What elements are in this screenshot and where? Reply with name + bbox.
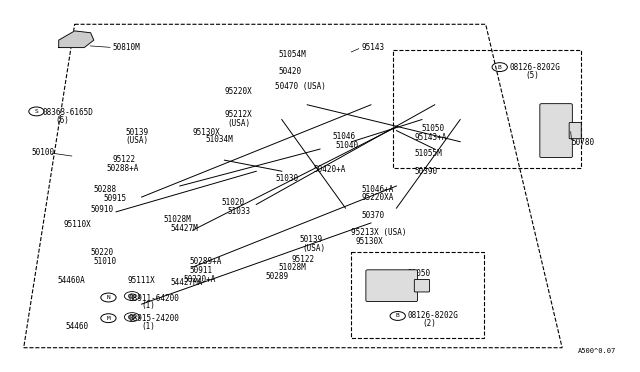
Text: 50100: 50100 <box>32 148 55 157</box>
Text: 51055M: 51055M <box>414 149 442 158</box>
Text: (5): (5) <box>525 71 539 80</box>
Text: S: S <box>35 109 38 114</box>
Text: (USA): (USA) <box>125 137 148 145</box>
Text: (USA): (USA) <box>228 119 251 128</box>
Text: 50288+A: 50288+A <box>106 164 139 173</box>
Text: 51046+A: 51046+A <box>362 185 394 194</box>
Text: 51033: 51033 <box>228 207 251 217</box>
Text: 50911: 50911 <box>189 266 212 275</box>
Text: 08911-64200: 08911-64200 <box>129 294 180 303</box>
Text: 95143+A: 95143+A <box>414 133 447 142</box>
Text: 08363-6165D: 08363-6165D <box>43 108 93 117</box>
Text: 50910: 50910 <box>91 205 114 215</box>
Text: 54427MA: 54427MA <box>170 278 203 287</box>
Text: 50420+A: 50420+A <box>314 165 346 174</box>
Text: 50390: 50390 <box>414 167 437 176</box>
FancyBboxPatch shape <box>540 104 572 158</box>
Text: 08126-8202G: 08126-8202G <box>408 311 459 320</box>
Text: 08915-24200: 08915-24200 <box>129 314 180 323</box>
FancyBboxPatch shape <box>569 122 581 139</box>
Text: 95220XA: 95220XA <box>362 193 394 202</box>
Text: 50288: 50288 <box>94 185 117 194</box>
Polygon shape <box>59 31 94 48</box>
Circle shape <box>128 315 136 319</box>
Text: B: B <box>498 65 502 70</box>
Text: 50139: 50139 <box>300 235 323 244</box>
Text: 51050: 51050 <box>408 269 431 278</box>
Text: M: M <box>107 316 110 321</box>
Text: 51050: 51050 <box>422 124 445 133</box>
Text: (1): (1) <box>141 301 156 311</box>
Text: 50810M: 50810M <box>113 43 141 52</box>
Text: 50780: 50780 <box>572 138 595 147</box>
Text: 51040: 51040 <box>336 141 359 150</box>
Text: 95111X: 95111X <box>127 276 156 285</box>
Text: (1): (1) <box>141 322 156 331</box>
Circle shape <box>128 294 136 298</box>
Text: 50220+A: 50220+A <box>183 275 216 283</box>
Text: (USA): (USA) <box>302 244 325 253</box>
Text: 54427M: 54427M <box>170 224 198 233</box>
Text: 50289: 50289 <box>266 272 289 281</box>
Text: 95122: 95122 <box>113 155 136 164</box>
Text: N: N <box>107 295 110 300</box>
Text: 51020: 51020 <box>221 198 244 207</box>
Text: 51028M: 51028M <box>164 215 191 224</box>
Text: 51030: 51030 <box>275 174 298 183</box>
Text: A500^0.07: A500^0.07 <box>578 349 616 355</box>
Text: 95130X: 95130X <box>355 237 383 246</box>
FancyBboxPatch shape <box>414 279 429 292</box>
Text: 95143: 95143 <box>362 43 385 52</box>
Text: 95122: 95122 <box>291 254 314 264</box>
Text: 51034M: 51034M <box>205 135 233 144</box>
Text: 95130X: 95130X <box>193 128 220 137</box>
Text: 51054M: 51054M <box>278 51 307 60</box>
Text: (6): (6) <box>56 116 69 125</box>
Text: 95110X: 95110X <box>64 220 92 229</box>
Text: B: B <box>396 314 399 318</box>
Text: 64824YA: 64824YA <box>366 294 398 303</box>
Text: 08126-8202G: 08126-8202G <box>510 63 561 72</box>
Text: 50420: 50420 <box>278 67 301 76</box>
Text: (2): (2) <box>422 319 436 328</box>
Text: 50139: 50139 <box>125 128 148 137</box>
FancyBboxPatch shape <box>366 270 417 302</box>
Text: 50220: 50220 <box>91 248 114 257</box>
Text: 95212X: 95212X <box>225 109 252 119</box>
Text: 95213X (USA): 95213X (USA) <box>351 228 406 237</box>
Text: 50915: 50915 <box>103 195 127 203</box>
Text: 54460: 54460 <box>65 322 88 331</box>
Text: 95220X: 95220X <box>225 87 252 96</box>
Text: 50370: 50370 <box>362 211 385 220</box>
Text: 54460A: 54460A <box>58 276 85 285</box>
Text: 50470 (USA): 50470 (USA) <box>275 82 326 91</box>
Text: 51046: 51046 <box>333 132 356 141</box>
Text: 50289+A: 50289+A <box>189 257 221 266</box>
Text: 51028M: 51028M <box>278 263 307 272</box>
Text: 51010: 51010 <box>94 257 117 266</box>
